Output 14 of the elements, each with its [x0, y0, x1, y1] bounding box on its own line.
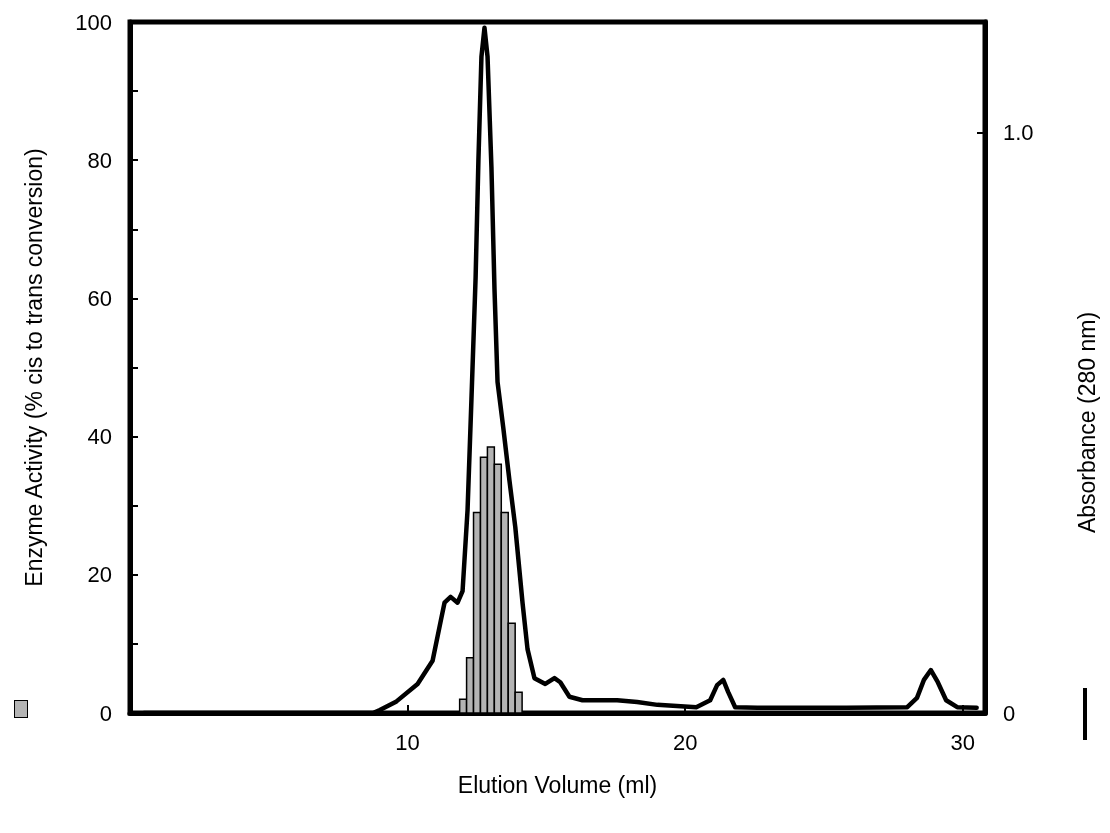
x-tick-label: 10	[395, 729, 420, 755]
y-tick-label: 40	[87, 424, 112, 450]
y2-tick-label: 0	[1003, 700, 1016, 726]
x-axis-title: Elution Volume (ml)	[457, 771, 658, 798]
y-tick-label: 60	[87, 285, 112, 311]
y2-tick-label: 1.0	[1003, 119, 1034, 145]
y-tick-label: 20	[87, 562, 112, 588]
x-tick-label: 20	[672, 729, 698, 755]
y-tick-label: 0	[99, 700, 112, 726]
y-tick-label: 100	[75, 9, 112, 35]
x-tick-label: 30	[950, 729, 976, 755]
y2-axis-title: Absorbance (280 nm)	[1073, 311, 1100, 534]
y-tick-label: 80	[87, 147, 112, 173]
y-axis-title: Enzyme Activity (% cis to trans conversion)	[20, 148, 47, 587]
